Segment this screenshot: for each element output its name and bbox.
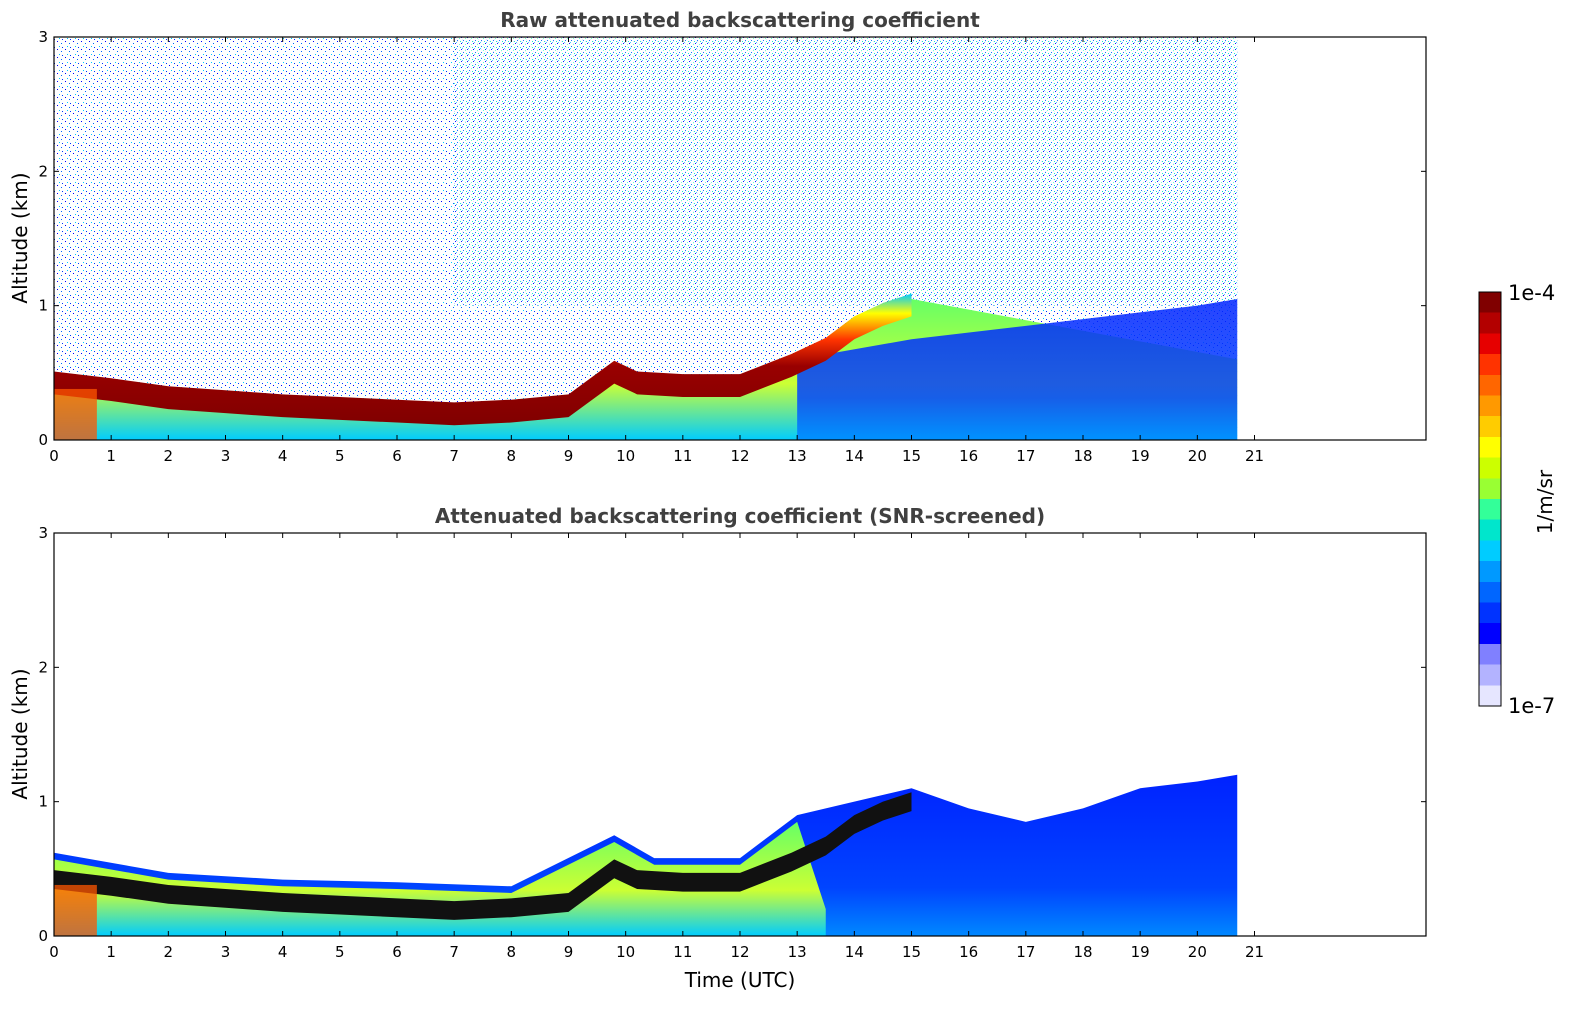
top-afternoon-region — [797, 298, 1238, 440]
bottom-x-tick-label: 15 — [902, 943, 921, 961]
bottom-aerosol-layer — [54, 792, 912, 920]
top-x-tick-label: 6 — [392, 447, 402, 465]
bottom-x-tick-label: 6 — [392, 943, 402, 961]
top-x-tick-label: 5 — [335, 447, 345, 465]
bottom-x-tick-label: 14 — [845, 943, 864, 961]
bottom-x-tick-label: 7 — [449, 943, 459, 961]
top-x-tick-label: 2 — [164, 447, 174, 465]
x-axis-label: Time (UTC) — [684, 968, 796, 992]
bottom-x-tick-label: 18 — [1073, 943, 1092, 961]
top-y-tick-label: 2 — [38, 162, 48, 180]
top-x-tick-label: 13 — [788, 447, 807, 465]
top-x-tick-label: 15 — [902, 447, 921, 465]
top-no-data — [1237, 37, 1426, 440]
bottom-x-tick-label: 1 — [106, 943, 116, 961]
top-morning-plume — [54, 388, 97, 440]
bottom-morning-plume — [54, 884, 97, 936]
bottom-x-tick-label: 4 — [278, 943, 288, 961]
top-y-tick-label: 0 — [38, 431, 48, 449]
top-heatmap — [54, 37, 1426, 440]
bottom-x-tick-label: 16 — [959, 943, 978, 961]
top-x-tick-label: 16 — [959, 447, 978, 465]
colorbar — [1478, 291, 1502, 707]
top-y-tick-label: 1 — [38, 297, 48, 315]
top-x-tick-label: 10 — [616, 447, 635, 465]
bottom-y-tick-label: 3 — [38, 524, 48, 542]
top-noise-field-dense — [454, 37, 1238, 306]
bottom-x-tick-label: 13 — [788, 943, 807, 961]
bottom-y-tick-label: 0 — [38, 927, 48, 945]
bottom-y-tick-label: 2 — [38, 658, 48, 676]
bottom-panel-title: Attenuated backscattering coefficient (S… — [434, 504, 1046, 528]
colorbar-max-label: 1e-4 — [1508, 281, 1556, 305]
top-x-tick-label: 4 — [278, 447, 288, 465]
top-x-tick-label: 3 — [221, 447, 231, 465]
top-x-tick-label: 12 — [730, 447, 749, 465]
top-x-tick-label: 7 — [449, 447, 459, 465]
bottom-x-tick-label: 8 — [507, 943, 517, 961]
bottom-x-tick-label: 21 — [1245, 943, 1264, 961]
bottom-no-data — [1237, 533, 1426, 936]
top-x-tick-label: 11 — [673, 447, 692, 465]
bottom-heatmap — [54, 533, 1426, 936]
bottom-x-tick-label: 20 — [1188, 943, 1207, 961]
top-x-tick-label: 20 — [1188, 447, 1207, 465]
top-y-tick-label: 3 — [38, 28, 48, 46]
top-x-tick-label: 1 — [106, 447, 116, 465]
top-x-tick-label: 9 — [564, 447, 574, 465]
top-x-tick-label: 14 — [845, 447, 864, 465]
bottom-x-tick-label: 17 — [1016, 943, 1035, 961]
top-x-tick-label: 0 — [49, 447, 59, 465]
bottom-x-tick-label: 19 — [1131, 943, 1150, 961]
top-x-tick-label: 19 — [1131, 447, 1150, 465]
bottom-x-tick-label: 2 — [164, 943, 174, 961]
top-x-tick-label: 18 — [1073, 447, 1092, 465]
bottom-x-tick-label: 11 — [673, 943, 692, 961]
bottom-x-tick-label: 0 — [49, 943, 59, 961]
bottom-x-tick-label: 12 — [730, 943, 749, 961]
bottom-x-tick-label: 5 — [335, 943, 345, 961]
top-x-tick-label: 8 — [507, 447, 517, 465]
bottom-y-tick-label: 1 — [38, 793, 48, 811]
bottom-x-tick-label: 9 — [564, 943, 574, 961]
bottom-x-tick-label: 10 — [616, 943, 635, 961]
bottom-x-tick-label: 3 — [221, 943, 231, 961]
colorbar-unit-label: 1/m/sr — [1533, 469, 1557, 535]
top-panel-title: Raw attenuated backscattering coefficien… — [500, 8, 980, 32]
top-x-tick-label: 21 — [1245, 447, 1264, 465]
top-aerosol-layer — [54, 293, 912, 426]
colorbar-min-label: 1e-7 — [1508, 694, 1556, 718]
top-x-tick-label: 17 — [1016, 447, 1035, 465]
